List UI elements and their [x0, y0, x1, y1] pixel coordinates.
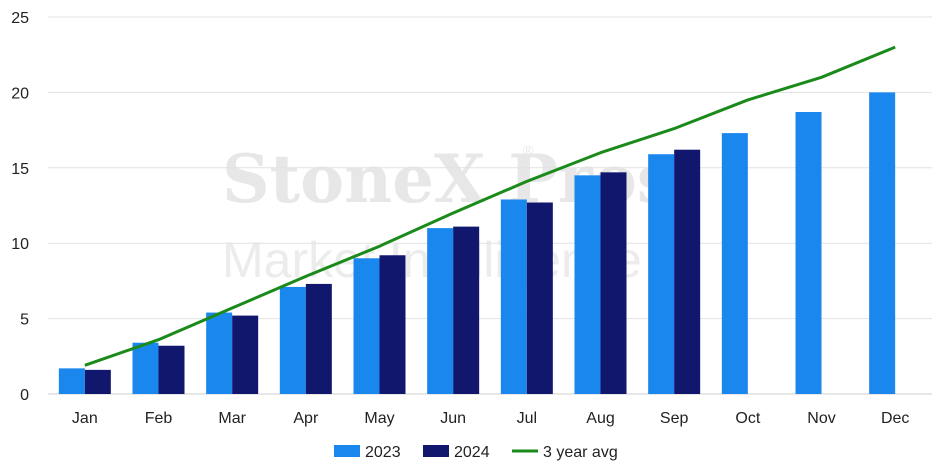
legend-swatch-2023 [334, 445, 360, 457]
bar-2023 [648, 154, 675, 394]
x-tick-label: May [364, 410, 394, 427]
bar-2024 [600, 172, 627, 394]
y-tick-label: 0 [20, 387, 29, 404]
bar-2024 [84, 369, 111, 394]
legend-label: 2023 [365, 444, 401, 461]
x-tick-label: Apr [293, 410, 319, 427]
y-tick-label: 10 [11, 236, 29, 253]
bar-2024 [674, 149, 701, 394]
x-tick-label: Jul [517, 410, 537, 427]
x-tick-label: Nov [807, 410, 835, 427]
bar-2024 [379, 255, 406, 394]
legend-swatch-2024 [423, 445, 449, 457]
y-tick-label: 15 [11, 161, 29, 178]
line-3-year-avg [84, 45, 896, 367]
bar-2023 [206, 312, 233, 394]
bar-2023 [132, 342, 159, 394]
x-tick-label: Aug [586, 410, 614, 427]
bar-2024 [305, 283, 332, 394]
watermark-registered-mark: ® [523, 142, 534, 158]
bars [58, 92, 896, 395]
bar-2024 [232, 315, 259, 394]
y-tick-label: 20 [11, 85, 29, 102]
x-tick-label: Jun [440, 410, 466, 427]
avg-line [84, 45, 896, 367]
x-tick-label: Jan [72, 410, 98, 427]
legend: 2023 2024 3 year avg [334, 444, 618, 461]
bar-2023 [574, 175, 601, 394]
x-tick-label: Sep [660, 410, 689, 427]
bar-2023 [279, 286, 306, 394]
x-tick-label: Dec [881, 410, 909, 427]
x-tick-label: Feb [145, 410, 173, 427]
bar-2024 [526, 202, 553, 394]
bar-2023 [500, 199, 527, 394]
bar-2023 [721, 133, 748, 394]
legend-label: 2024 [454, 444, 490, 461]
bar-2023 [58, 368, 85, 394]
x-axis: Jan Feb Mar Apr May Jun Jul Aug Sep Oct Nov Dec [72, 410, 909, 427]
bar-2023 [795, 112, 822, 394]
bar-2024 [453, 226, 480, 394]
y-axis: 0 5 10 15 20 25 [11, 10, 29, 404]
legend-label: 3 year avg [543, 444, 618, 461]
bar-2023 [427, 228, 454, 394]
bar-2024 [158, 345, 185, 394]
y-tick-label: 5 [20, 312, 29, 329]
x-tick-label: Oct [735, 410, 760, 427]
y-tick-label: 25 [11, 10, 29, 27]
bar-2023 [353, 258, 380, 394]
gridlines [48, 16, 932, 395]
x-tick-label: Mar [218, 410, 246, 427]
bar-2023 [869, 92, 896, 395]
